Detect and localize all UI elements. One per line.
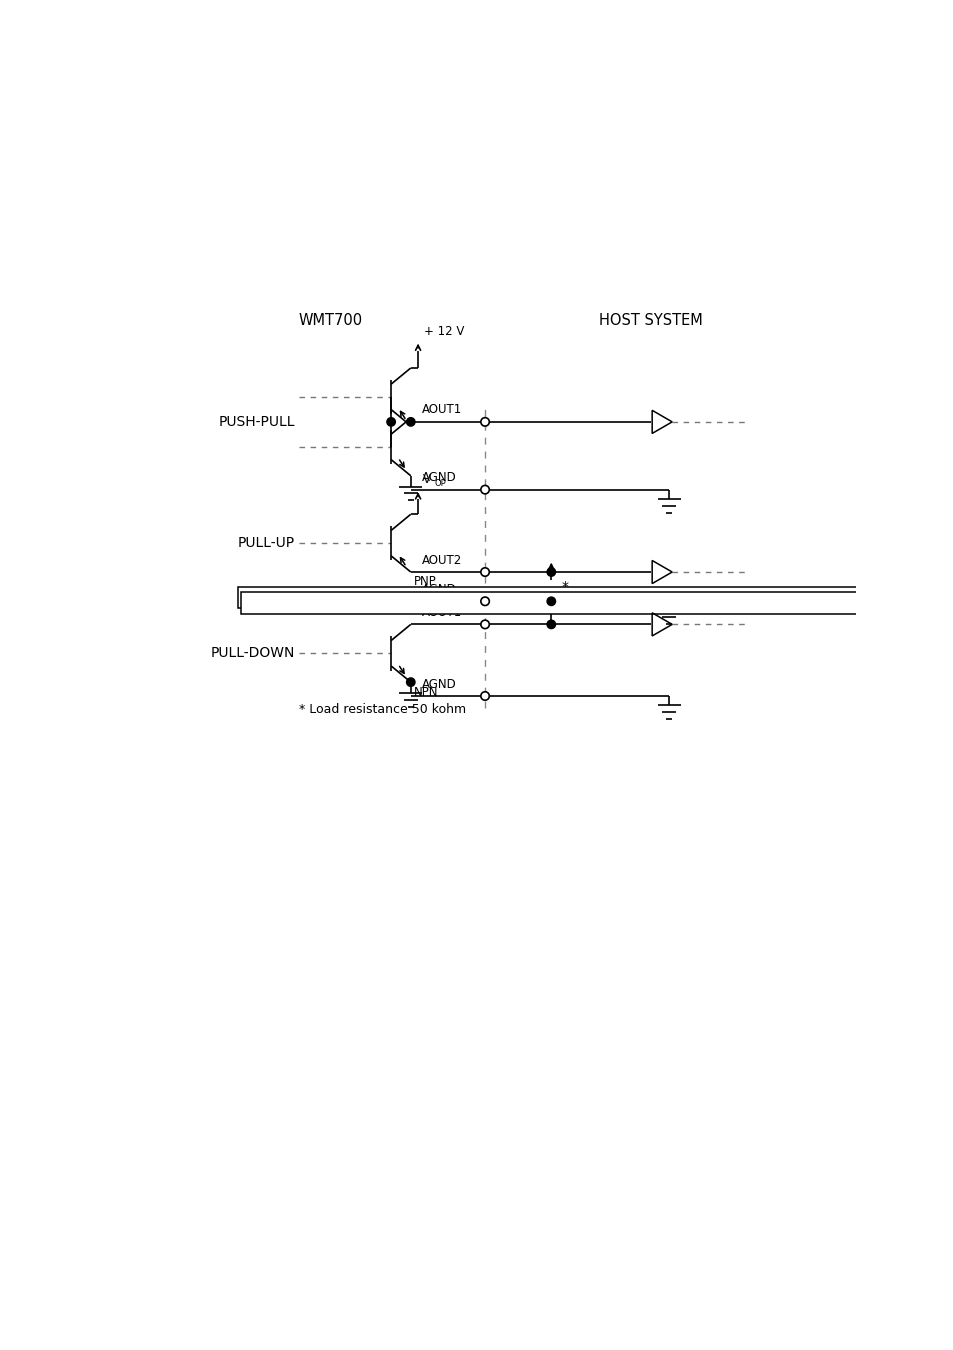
Circle shape xyxy=(480,620,489,629)
Text: * Load resistance 50 kohm: * Load resistance 50 kohm xyxy=(298,702,465,716)
Text: PUSH-PULL: PUSH-PULL xyxy=(218,414,294,429)
Text: AGND: AGND xyxy=(421,471,456,485)
Text: WMT700: WMT700 xyxy=(298,313,362,328)
Text: NPN: NPN xyxy=(414,686,438,698)
Circle shape xyxy=(480,691,489,701)
Text: PULL-UP: PULL-UP xyxy=(237,536,294,551)
Text: HOST SYSTEM: HOST SYSTEM xyxy=(598,313,702,328)
Text: AOUT1: AOUT1 xyxy=(421,404,461,417)
Text: PNP: PNP xyxy=(414,575,436,589)
Circle shape xyxy=(546,568,555,576)
Text: AGND: AGND xyxy=(421,583,456,595)
Circle shape xyxy=(406,417,415,427)
Text: PULL-DOWN: PULL-DOWN xyxy=(211,647,294,660)
Text: AOUT2: AOUT2 xyxy=(421,554,461,567)
Text: OP: OP xyxy=(434,479,446,489)
Text: V: V xyxy=(422,472,430,486)
Text: *: * xyxy=(560,585,568,599)
Text: *: * xyxy=(560,579,568,594)
Circle shape xyxy=(480,568,489,576)
Circle shape xyxy=(546,597,555,606)
Text: AOUT1: AOUT1 xyxy=(421,606,461,620)
Circle shape xyxy=(546,620,555,629)
Circle shape xyxy=(387,417,395,427)
Circle shape xyxy=(406,678,415,686)
Text: + 12 V: + 12 V xyxy=(424,324,464,338)
Circle shape xyxy=(480,417,489,427)
Text: AGND: AGND xyxy=(421,678,456,691)
Circle shape xyxy=(480,597,489,606)
Bar xyxy=(238,587,863,609)
Circle shape xyxy=(480,486,489,494)
Bar xyxy=(241,593,861,614)
